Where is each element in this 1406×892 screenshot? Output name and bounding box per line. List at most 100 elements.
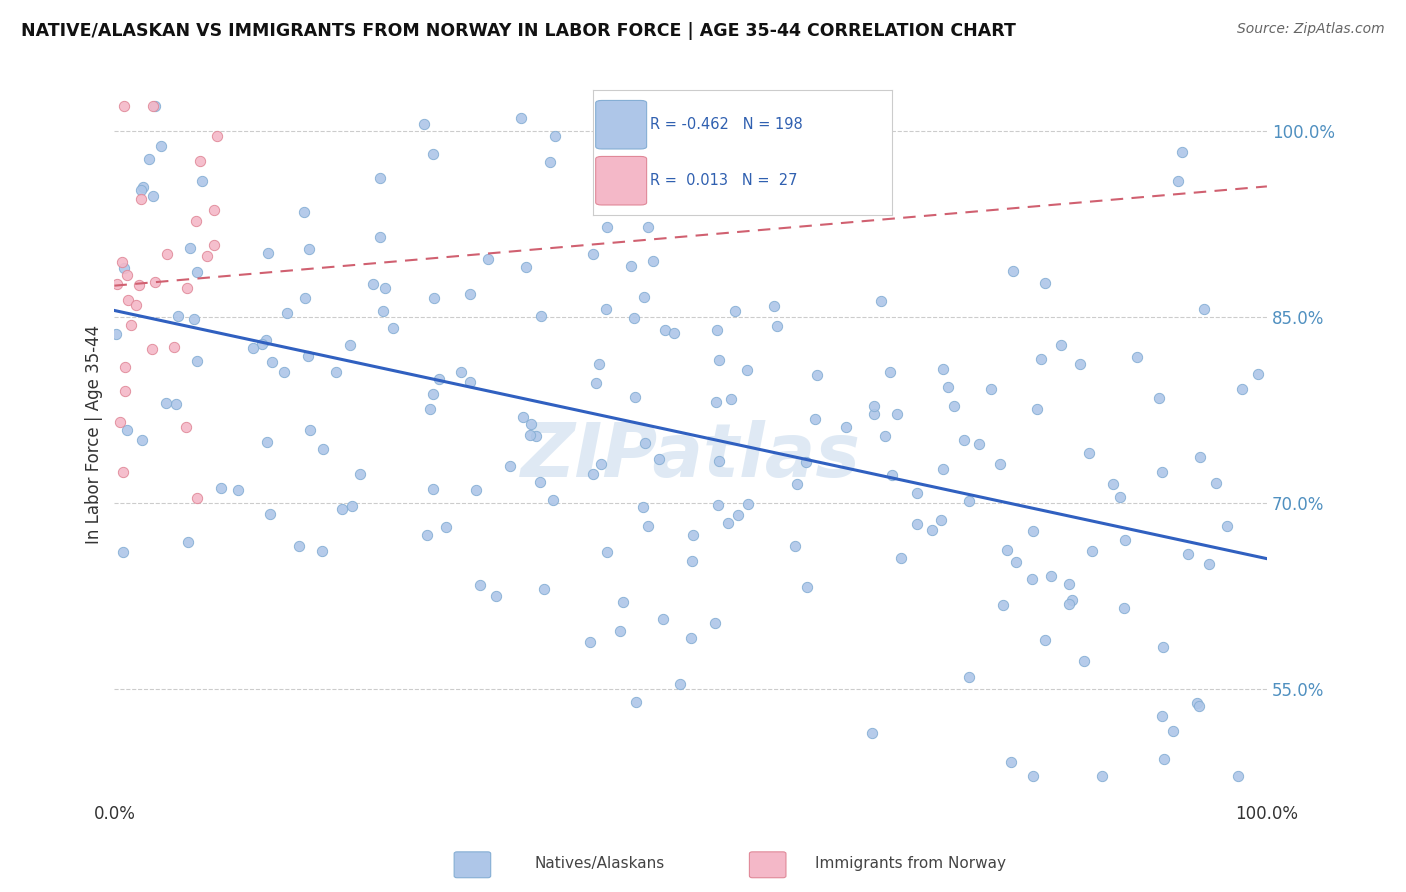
Point: [875, 428, 897, 442]
Point: [436, 520, 458, 534]
Point: [869, 294, 891, 309]
Point: [543, 492, 565, 507]
Point: [1153, 752, 1175, 766]
Point: [1247, 367, 1270, 381]
Point: [620, 259, 643, 273]
Point: [174, 420, 197, 434]
Point: [544, 129, 567, 144]
Point: [890, 550, 912, 565]
Point: [183, 312, 205, 326]
Point: [806, 368, 828, 382]
Point: [1114, 533, 1136, 548]
Point: [1205, 476, 1227, 491]
Point: [226, 483, 249, 497]
Point: [720, 392, 742, 407]
Point: [706, 499, 728, 513]
Point: [533, 582, 555, 596]
Point: [524, 429, 547, 443]
Point: [682, 528, 704, 542]
Y-axis label: In Labor Force | Age 35-44: In Labor Force | Age 35-44: [86, 325, 103, 544]
Point: [419, 401, 441, 416]
Point: [1050, 338, 1073, 352]
Point: [724, 304, 747, 318]
Point: [612, 595, 634, 609]
Point: [585, 376, 607, 390]
Point: [512, 409, 534, 424]
Point: [624, 390, 647, 404]
Point: [706, 323, 728, 337]
Point: [256, 434, 278, 449]
Point: [1002, 264, 1025, 278]
Point: [591, 458, 613, 472]
Point: [588, 357, 610, 371]
Point: [340, 500, 363, 514]
Point: [862, 408, 884, 422]
Point: [162, 340, 184, 354]
Point: [1192, 301, 1215, 316]
Point: [595, 302, 617, 317]
Point: [786, 477, 808, 491]
Point: [1091, 769, 1114, 783]
Point: [361, 277, 384, 291]
Point: [1021, 524, 1043, 538]
Point: [581, 247, 603, 261]
Point: [167, 309, 190, 323]
Point: [179, 241, 201, 255]
Point: [703, 615, 725, 630]
Point: [679, 631, 702, 645]
Point: [450, 365, 472, 379]
Point: [783, 539, 806, 553]
Point: [579, 634, 602, 648]
Point: [1227, 769, 1250, 783]
Point: [932, 462, 955, 476]
Point: [142, 99, 165, 113]
Point: [156, 247, 179, 261]
Point: [540, 155, 562, 169]
Point: [886, 408, 908, 422]
Point: [1185, 696, 1208, 710]
Text: Source: ZipAtlas.com: Source: ZipAtlas.com: [1237, 22, 1385, 37]
Point: [1073, 654, 1095, 668]
Point: [115, 424, 138, 438]
Point: [1152, 640, 1174, 654]
Point: [637, 220, 659, 235]
Point: [905, 516, 928, 531]
Point: [1035, 276, 1057, 290]
Point: [1198, 557, 1220, 571]
Point: [988, 457, 1011, 471]
Point: [1040, 569, 1063, 583]
Point: [458, 287, 481, 301]
Point: [374, 281, 396, 295]
Point: [112, 99, 135, 113]
Point: [1029, 351, 1052, 366]
Point: [623, 310, 645, 325]
Point: [1069, 357, 1091, 371]
Point: [368, 230, 391, 244]
Point: [292, 205, 315, 219]
Point: [209, 481, 232, 495]
Point: [273, 365, 295, 379]
Point: [763, 299, 786, 313]
Point: [422, 386, 444, 401]
Point: [510, 111, 533, 125]
Point: [929, 513, 952, 527]
Point: [643, 254, 665, 268]
Point: [1230, 382, 1253, 396]
Point: [298, 242, 321, 256]
Point: [1057, 597, 1080, 611]
Point: [499, 459, 522, 474]
Point: [1126, 351, 1149, 365]
Point: [1152, 709, 1174, 723]
Point: [707, 353, 730, 368]
Point: [1026, 402, 1049, 417]
Point: [794, 455, 817, 469]
Point: [1101, 477, 1123, 491]
Point: [422, 482, 444, 496]
Point: [834, 420, 856, 434]
Point: [707, 454, 730, 468]
Point: [1161, 723, 1184, 738]
Point: [330, 502, 353, 516]
Point: [186, 265, 208, 279]
Point: [1057, 577, 1080, 591]
Point: [519, 428, 541, 442]
